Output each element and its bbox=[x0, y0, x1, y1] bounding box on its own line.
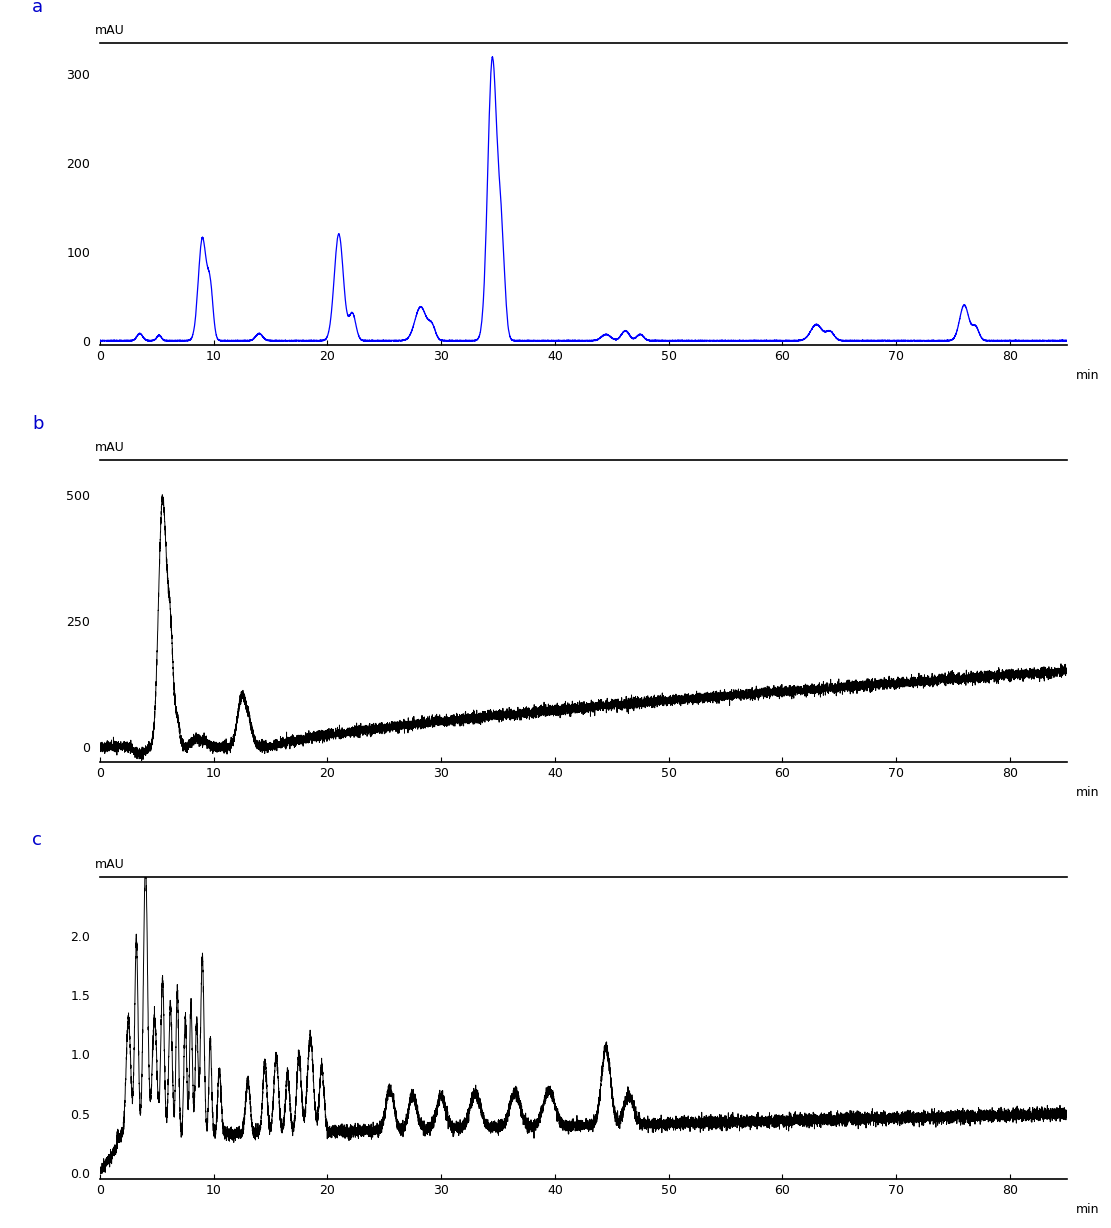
Text: mAU: mAU bbox=[96, 857, 124, 871]
Text: mAU: mAU bbox=[96, 23, 124, 37]
Text: min: min bbox=[1077, 370, 1100, 382]
Text: c: c bbox=[32, 831, 42, 850]
Text: b: b bbox=[32, 415, 43, 432]
Text: mAU: mAU bbox=[96, 441, 124, 454]
Text: min: min bbox=[1077, 786, 1100, 799]
Text: a: a bbox=[32, 0, 43, 16]
Text: min: min bbox=[1077, 1203, 1100, 1216]
